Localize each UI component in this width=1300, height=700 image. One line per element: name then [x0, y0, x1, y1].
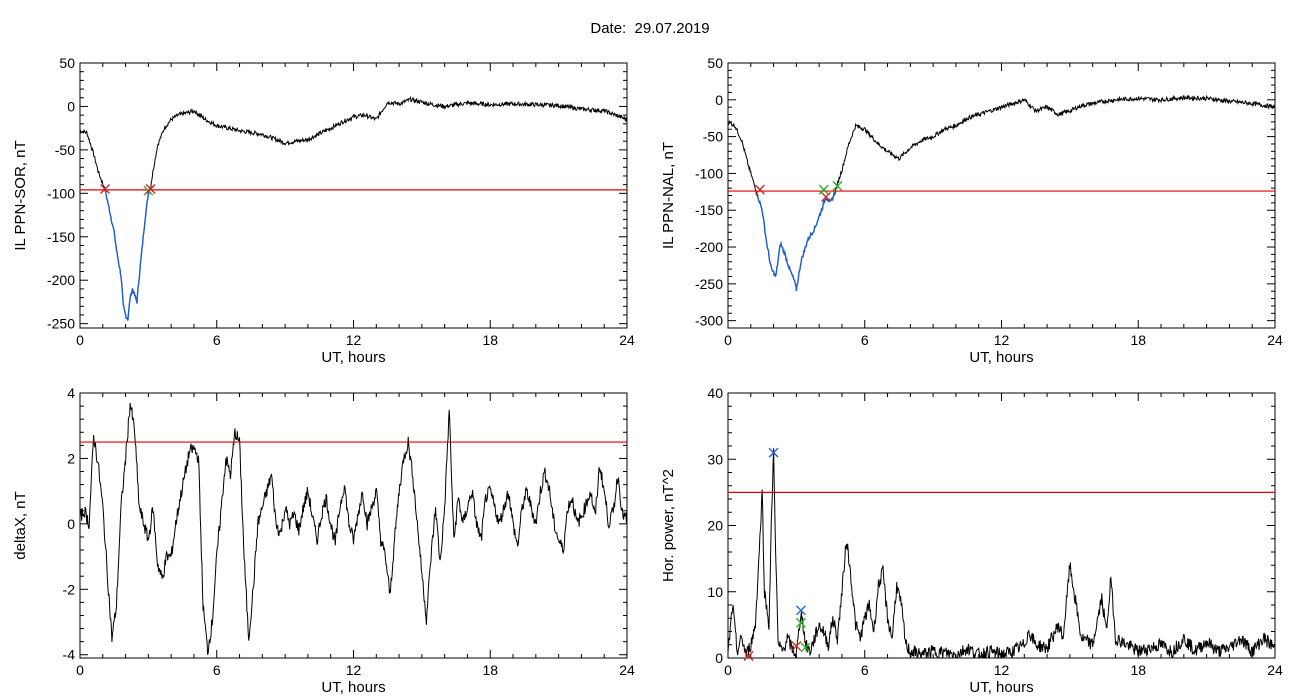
- x-marker-red: [791, 641, 802, 652]
- x-tick-label: 18: [1130, 332, 1146, 348]
- x-tick-label: 12: [346, 332, 362, 348]
- x-marker-green: [818, 184, 829, 195]
- figure-date-title: Date: 29.07.2019: [590, 20, 710, 37]
- y-tick-label: -4: [63, 647, 76, 663]
- y-axis-title: Hor. power, nT^2: [660, 469, 677, 582]
- y-tick-label: 0: [67, 98, 75, 114]
- y-tick-label: -100: [695, 165, 723, 181]
- y-tick-label: 2: [67, 450, 75, 466]
- x-tick-label: 6: [861, 662, 869, 678]
- x-tick-label: 18: [482, 662, 498, 678]
- x-marker-green: [832, 180, 843, 191]
- x-tick-label: 24: [619, 332, 635, 348]
- trace-group: [728, 94, 1275, 292]
- x-tick-label: 18: [1130, 662, 1146, 678]
- y-tick-label: 20: [707, 518, 723, 534]
- x-tick-label: 6: [861, 332, 869, 348]
- y-tick-label: -250: [47, 316, 75, 332]
- y-tick-label: 0: [67, 516, 75, 532]
- x-axis-title: UT, hours: [321, 349, 385, 366]
- y-tick-label: -200: [695, 239, 723, 255]
- y-tick-label: -200: [47, 272, 75, 288]
- y-tick-label: -150: [47, 229, 75, 245]
- plot-panel-hor-power: 0 6 12 18 24 40 30 20 10 0 UT, hours Hor. power, nT…: [660, 385, 1283, 696]
- y-tick-label: 40: [707, 385, 723, 401]
- x-tick-label: 12: [994, 332, 1010, 348]
- x-tick-label: 0: [76, 332, 84, 348]
- highlighted-trace-segment: [104, 187, 151, 321]
- data-trace-line: [80, 402, 627, 655]
- y-tick-label: 4: [67, 385, 75, 401]
- x-tick-label: 0: [724, 332, 732, 348]
- plot-frame: [727, 62, 1276, 329]
- plot-frame: [79, 62, 628, 329]
- highlighted-trace-segment: [756, 190, 836, 292]
- data-trace-line: [728, 448, 1275, 658]
- plot-frame: [79, 392, 628, 659]
- y-tick-label: 10: [707, 584, 723, 600]
- trace-group: [728, 448, 1275, 658]
- y-axis-title: deltaX, nT: [12, 491, 29, 559]
- y-tick-label: 30: [707, 451, 723, 467]
- y-tick-label: -2: [63, 581, 76, 597]
- x-marker-green: [795, 617, 806, 628]
- data-trace-line: [728, 94, 1275, 292]
- y-tick-label: -150: [695, 202, 723, 218]
- plot-frame: [727, 392, 1276, 659]
- y-tick-label: -250: [695, 276, 723, 292]
- x-tick-label: 18: [482, 332, 498, 348]
- x-marker-red: [100, 184, 111, 194]
- x-tick-label: 24: [1267, 662, 1283, 678]
- x-marker-red: [145, 184, 156, 194]
- y-axis-title: IL PPN-NAL, nT: [660, 142, 677, 249]
- x-marker-green: [800, 642, 811, 653]
- x-axis-title: UT, hours: [969, 679, 1033, 696]
- plot-panel-ppn-nal: 0 6 12 18 24 50 0 -50 -100 -150 -200 -250 -300 UT, ho…: [660, 55, 1283, 366]
- x-axis-title: UT, hours: [969, 349, 1033, 366]
- y-tick-label: -50: [703, 129, 723, 145]
- y-tick-label: 50: [707, 55, 723, 71]
- y-tick-label: -300: [695, 313, 723, 329]
- trace-group: [80, 95, 627, 321]
- y-tick-label: 50: [59, 55, 75, 71]
- plot-panel-deltax: 0 6 12 18 24 4 2 0 -2 -4 UT, hours deltaX, nT: [12, 385, 635, 696]
- y-tick-label: 0: [715, 650, 723, 666]
- y-tick-label: -100: [47, 185, 75, 201]
- x-marker-red: [743, 651, 754, 661]
- x-marker-blue: [795, 605, 806, 616]
- x-marker-blue: [768, 447, 779, 458]
- x-marker-red: [821, 192, 831, 202]
- data-trace-line: [80, 95, 627, 321]
- y-tick-label: -50: [55, 142, 75, 158]
- x-tick-label: 12: [346, 662, 362, 678]
- y-tick-label: 0: [715, 92, 723, 108]
- x-marker-red: [754, 184, 765, 195]
- plot-panel-ppn-sor: 0 6 12 18 24 50 0 -50 -100 -150 -200 -250 UT, hours I…: [12, 55, 635, 366]
- x-tick-label: 6: [213, 332, 221, 348]
- x-tick-label: 12: [994, 662, 1010, 678]
- x-tick-label: 24: [619, 662, 635, 678]
- x-tick-label: 0: [724, 662, 732, 678]
- x-tick-label: 0: [76, 662, 84, 678]
- x-tick-label: 24: [1267, 332, 1283, 348]
- y-axis-title: IL PPN-SOR, nT: [12, 140, 29, 250]
- trace-group: [80, 402, 627, 655]
- x-tick-label: 6: [213, 662, 221, 678]
- x-axis-title: UT, hours: [321, 679, 385, 696]
